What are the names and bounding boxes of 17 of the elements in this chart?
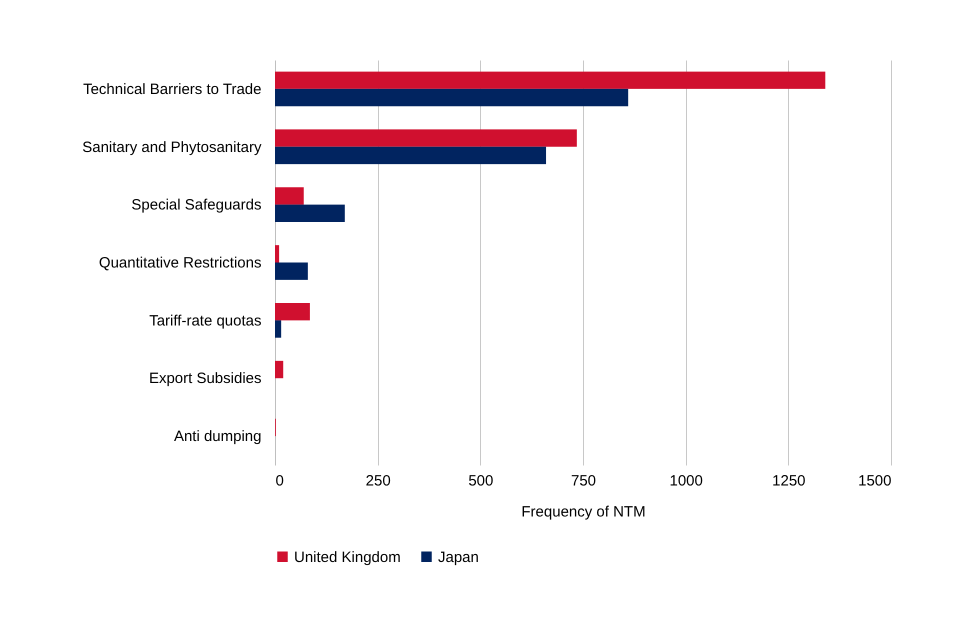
y-tick-label: Sanitary and Phytosanitary — [82, 138, 262, 156]
y-tick-label: Special Safeguards — [131, 196, 262, 214]
x-tick-label: 1000 — [669, 472, 703, 490]
y-tick-label: Export Subsidies — [148, 370, 262, 388]
x-tick-label: 1500 — [858, 472, 892, 490]
x-axis-title: Frequency of NTM — [521, 504, 646, 520]
y-tick-label: Technical Barriers to Trade — [83, 80, 262, 98]
x-tick-label: 0 — [276, 472, 284, 490]
x-tick-label: 750 — [570, 472, 596, 490]
x-tick-label: 1250 — [772, 472, 806, 490]
x-tick-label: 250 — [366, 472, 391, 490]
y-tick-label: Tariff-rate quotas — [149, 312, 262, 330]
y-tick-label: Anti dumping — [174, 428, 262, 446]
x-tick-label: 500 — [468, 472, 494, 490]
legend-label: Japan — [438, 548, 479, 566]
legend-label: United Kingdom — [294, 548, 401, 566]
y-tick-label: Quantitative Restrictions — [98, 254, 262, 272]
